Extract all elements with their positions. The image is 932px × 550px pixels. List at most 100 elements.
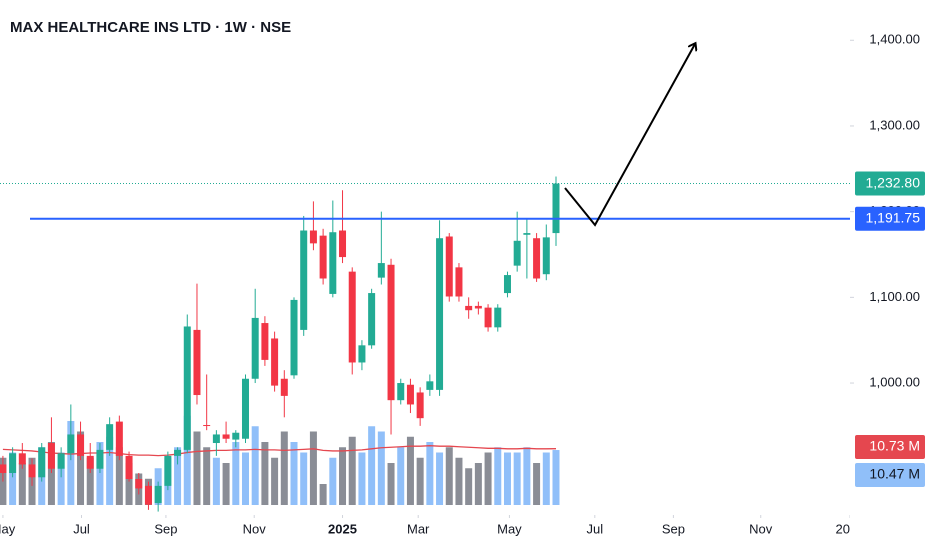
volume-bar xyxy=(309,431,317,505)
candle-body xyxy=(183,326,191,450)
volume-bar xyxy=(96,442,104,505)
candle-body xyxy=(300,230,308,330)
volume-bar xyxy=(18,463,26,505)
candle-body xyxy=(0,464,7,474)
candle-body xyxy=(38,447,46,478)
candle-body xyxy=(445,236,453,297)
candle-body xyxy=(523,233,531,235)
candle-body xyxy=(154,485,162,504)
volume-bar xyxy=(115,447,123,505)
volume-bar xyxy=(445,447,453,505)
candle-body xyxy=(309,230,317,244)
volume-bar xyxy=(271,457,279,505)
candle-body xyxy=(193,329,201,396)
x-tick-label: Jul xyxy=(73,521,90,536)
volume-bar xyxy=(9,452,17,505)
volume-ma-tag-box xyxy=(855,435,925,459)
candle-body xyxy=(203,425,211,427)
y-tick-label: 1,000.00 xyxy=(869,374,920,389)
plot-area: May Jul Sep Nov 2025 Mar May Jul Sep Nov 2026 xyxy=(0,176,850,536)
volume-bar xyxy=(106,436,114,505)
volume-bar xyxy=(241,452,249,505)
candle-body xyxy=(280,378,288,396)
candle-body xyxy=(474,305,482,309)
y-tick-label: 1,400.00 xyxy=(869,32,920,47)
candle-body xyxy=(174,449,182,456)
volume-bar xyxy=(232,442,240,505)
candle-body xyxy=(77,434,85,456)
candle-body xyxy=(212,434,220,444)
candle-body xyxy=(319,235,327,279)
volume-bar xyxy=(455,457,463,505)
candle-body xyxy=(503,275,511,294)
volume-bar xyxy=(387,463,395,505)
volume-bar xyxy=(280,431,288,505)
volume-bar xyxy=(222,463,230,505)
candle-body xyxy=(348,271,356,363)
volume-tag: 10.47 M xyxy=(869,466,920,482)
last-price-tag: 1,232.80 xyxy=(866,174,921,190)
candle-body xyxy=(358,345,366,363)
candle-body xyxy=(251,317,259,379)
candle-body xyxy=(57,453,65,469)
volume-bar xyxy=(319,484,327,505)
candle-body xyxy=(271,338,279,386)
level-tag: 1,191.75 xyxy=(866,209,921,225)
candle-body xyxy=(96,449,104,469)
volume-bar xyxy=(503,452,511,505)
candle-body xyxy=(406,384,414,405)
candle-body xyxy=(465,305,473,311)
volume-bar xyxy=(465,468,473,505)
volume-bar xyxy=(261,442,269,505)
candle-body xyxy=(18,453,26,465)
candle-body xyxy=(135,479,143,489)
volume-bar xyxy=(212,457,220,505)
candle-body xyxy=(164,455,172,486)
x-tick-label: Jul xyxy=(586,521,603,536)
candle-body xyxy=(241,378,249,439)
candle-body xyxy=(261,323,269,360)
volume-bar xyxy=(474,463,482,505)
volume-ma-line xyxy=(2,445,557,457)
volume-bar xyxy=(523,447,531,505)
volume-bar xyxy=(203,447,211,505)
candle-body xyxy=(339,230,347,258)
candle-body xyxy=(494,307,502,328)
x-tick-label: Nov xyxy=(749,521,773,536)
volume-bar xyxy=(436,452,444,505)
candle-body xyxy=(232,432,240,440)
volume-bar xyxy=(174,447,182,505)
volume-bar xyxy=(183,415,191,505)
price-tags: 1,232.80 1,191.75 10.73 M 10.47 M xyxy=(855,171,925,487)
drawn-arrow xyxy=(564,44,695,227)
candle-body xyxy=(222,434,230,439)
volume-bar xyxy=(368,426,376,505)
volume-bar xyxy=(86,457,94,505)
volume-bar xyxy=(57,452,65,505)
candle-body xyxy=(397,383,405,401)
volume-bar xyxy=(397,447,405,505)
volume-bar xyxy=(494,447,502,505)
candle-body xyxy=(533,238,541,279)
volume-bar xyxy=(125,463,133,505)
volume-bar xyxy=(47,442,55,505)
candle-body xyxy=(67,434,75,454)
y-tick-label: 1,300.00 xyxy=(869,117,920,132)
volume-bar xyxy=(339,447,347,505)
candle-body xyxy=(368,293,376,346)
volume-bar xyxy=(406,436,414,505)
chart-title: MAX HEALTHCARE INS LTD · 1W · NSE xyxy=(10,19,291,36)
candle-body xyxy=(387,264,395,401)
volume-tag-box xyxy=(855,463,925,487)
candle-body xyxy=(484,307,492,328)
candle-body xyxy=(436,238,444,390)
volume-bar xyxy=(377,431,385,505)
candle-body xyxy=(290,299,298,376)
volume-bar xyxy=(251,426,259,505)
candle-body xyxy=(416,392,424,419)
volume-bar xyxy=(193,431,201,505)
candle-body xyxy=(513,240,521,266)
volume-ma-tag: 10.73 M xyxy=(869,438,920,454)
